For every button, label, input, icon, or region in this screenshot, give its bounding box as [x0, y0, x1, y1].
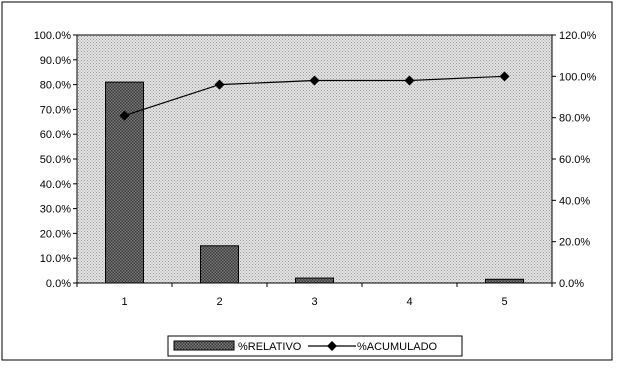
bar-relativo	[200, 245, 239, 284]
point-acumulado	[214, 79, 225, 90]
left-tick-label: 100.0%	[34, 30, 72, 42]
left-tick-label: 80.0%	[40, 80, 71, 92]
bar-relativo	[295, 277, 334, 284]
right-tick-label: 20.0%	[559, 237, 590, 249]
right-tick-label: 80.0%	[559, 113, 590, 125]
point-acumulado	[119, 110, 130, 121]
left-tick-label: 50.0%	[40, 154, 71, 166]
line-acumulado	[119, 71, 510, 121]
left-tick-label: 20.0%	[40, 228, 71, 240]
right-y-axis: 0.0% 20.0% 40.0% 60.0% 80.0% 100.0% 120.0%	[552, 30, 597, 290]
x-axis: 1 2 3 4 5	[76, 283, 553, 308]
x-tick-label: 4	[406, 296, 412, 308]
legend-label-acumulado: %ACUMULADO	[357, 341, 438, 353]
right-tick-label: 120.0%	[559, 30, 597, 42]
left-tick-label: 40.0%	[40, 179, 71, 191]
x-tick-label: 1	[121, 296, 127, 308]
left-tick-label: 60.0%	[40, 129, 71, 141]
right-tick-label: 40.0%	[559, 195, 590, 207]
point-acumulado	[499, 71, 510, 82]
right-tick-label: 100.0%	[559, 71, 597, 83]
point-acumulado	[404, 75, 415, 86]
point-acumulado	[309, 75, 320, 86]
left-y-axis: 0.0% 10.0% 20.0% 30.0% 40.0% 50.0% 60.0% 70.0% 8…	[34, 30, 77, 290]
right-tick-label: 60.0%	[559, 154, 590, 166]
x-tick-label: 2	[216, 296, 222, 308]
left-tick-label: 10.0%	[40, 253, 71, 265]
legend-swatch-relativo	[173, 340, 235, 351]
bar-relativo	[485, 278, 524, 284]
left-tick-label: 70.0%	[40, 104, 71, 116]
plot-area	[76, 34, 553, 284]
legend-label-relativo: %RELATIVO	[238, 341, 302, 353]
right-tick-label: 0.0%	[559, 278, 584, 290]
x-tick-label: 5	[501, 296, 507, 308]
legend: %RELATIVO %ACUMULADO	[167, 335, 463, 357]
left-tick-label: 90.0%	[40, 55, 71, 67]
left-tick-label: 30.0%	[40, 204, 71, 216]
x-tick-label: 3	[311, 296, 317, 308]
legend-swatch-acumulado-marker	[327, 341, 337, 351]
left-tick-label: 0.0%	[46, 278, 71, 290]
